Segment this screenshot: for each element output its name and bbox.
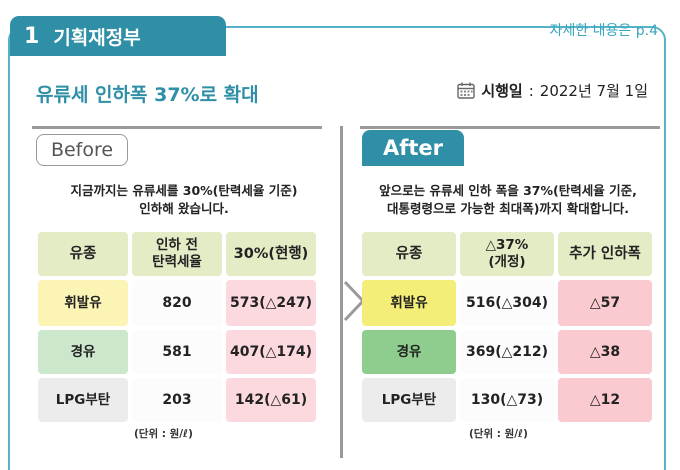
after-row-diesel-label: 경유 [362, 330, 456, 374]
divider-vertical [340, 126, 343, 458]
section-title: 기획재정부 [53, 26, 141, 49]
before-header-current: 30%(현행) [226, 232, 316, 276]
after-row-lpg-label: LPG부탄 [362, 378, 456, 422]
section-number: 1 [24, 23, 40, 49]
after-header-revised: △37% (개정) [460, 232, 554, 276]
before-row-gasoline-label: 휘발유 [38, 280, 128, 326]
page-title: 유류세 인하폭 37%로 확대 [36, 84, 259, 106]
before-row-diesel-base: 581 [132, 330, 222, 374]
content-frame [8, 26, 666, 470]
before-row-lpg-rate: 142(△61) [226, 378, 316, 422]
before-header-fuel: 유종 [38, 232, 128, 276]
after-header-fuel: 유종 [362, 232, 456, 276]
after-row-diesel-rate: 369(△212) [460, 330, 554, 374]
after-row-gasoline-extra: △57 [558, 280, 652, 326]
before-row-diesel-rate: 407(△174) [226, 330, 316, 374]
after-row-lpg-rate: 130(△73) [460, 378, 554, 422]
before-row-gasoline-rate: 573(△247) [226, 280, 316, 326]
before-unit-note: (단위 : 원/ℓ) [134, 428, 193, 440]
effective-date-label: 시행일 [481, 82, 523, 100]
effective-date-value: 2022년 7월 1일 [539, 82, 648, 100]
before-row-lpg-label: LPG부탄 [38, 378, 128, 422]
after-row-diesel-extra: △38 [558, 330, 652, 374]
after-unit-note: (단위 : 원/ℓ) [469, 428, 528, 440]
after-table: 유종 △37% (개정) 추가 인하폭 휘발유 516(△304) △57 경유… [362, 232, 652, 422]
after-header-extra-cut: 추가 인하폭 [558, 232, 652, 276]
before-description: 지금까지는 유류세를 30%(탄력세율 기준) 인하해 왔습니다. [36, 182, 332, 218]
section-tab: 1 기획재정부 [10, 16, 226, 56]
after-row-gasoline-rate: 516(△304) [460, 280, 554, 326]
calendar-icon [457, 82, 476, 99]
page-reference: 자세한 내용은 p.4 [549, 23, 658, 39]
before-header-base-rate: 인하 전 탄력세율 [132, 232, 222, 276]
after-description-line2: 대통령령으로 가능한 최대폭)까지 확대합니다. [386, 201, 630, 216]
before-row-lpg-base: 203 [132, 378, 222, 422]
after-badge: After [362, 130, 464, 166]
after-description: 앞으로는 유류세 인하 폭을 37%(탄력세율 기준, 대통령령으로 가능한 최… [356, 182, 660, 218]
after-description-line1: 앞으로는 유류세 인하 폭을 37%(탄력세율 기준, [379, 183, 637, 198]
before-table: 유종 인하 전 탄력세율 30%(현행) 휘발유 820 573(△247) 경… [38, 232, 316, 422]
after-row-gasoline-label: 휘발유 [362, 280, 456, 326]
divider-after [360, 126, 660, 129]
before-description-line2: 인하해 왔습니다. [139, 201, 229, 216]
divider-before [32, 126, 322, 129]
effective-date: 시행일 : 2022년 7월 1일 [457, 80, 648, 101]
before-row-diesel-label: 경유 [38, 330, 128, 374]
before-row-gasoline-base: 820 [132, 280, 222, 326]
effective-date-colon: : [528, 81, 534, 100]
before-description-line1: 지금까지는 유류세를 30%(탄력세율 기준) [70, 183, 298, 198]
after-row-lpg-extra: △12 [558, 378, 652, 422]
before-badge: Before [36, 134, 128, 166]
